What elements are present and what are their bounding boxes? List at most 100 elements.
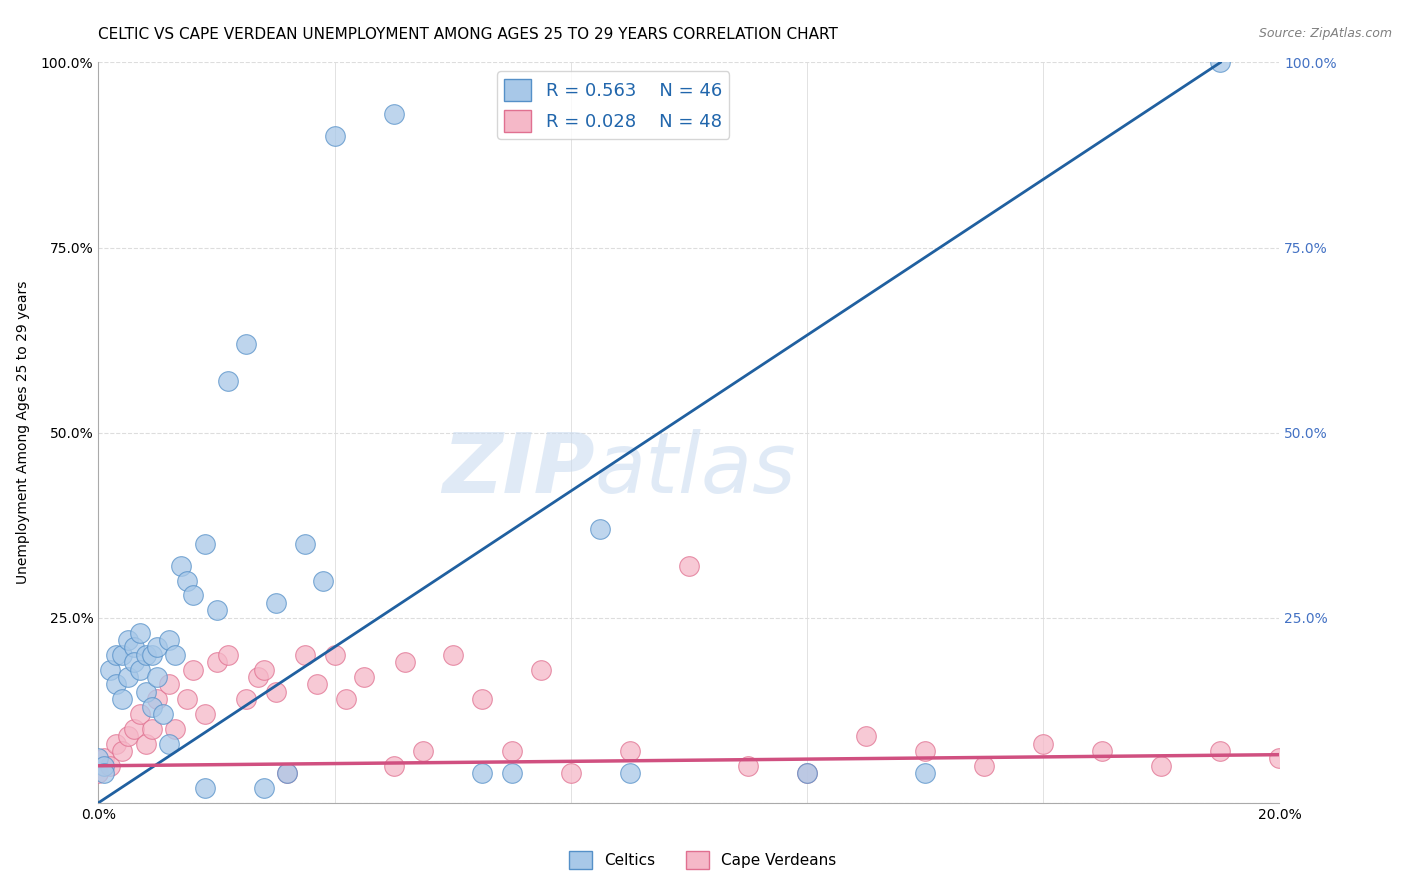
Text: ZIP: ZIP (441, 429, 595, 510)
Point (117, 670, 139, 684)
Point (165, 648, 187, 662)
Point (1150, 758, 1173, 772)
Point (914, 766, 936, 780)
Point (117, 729, 139, 743)
Point (276, 766, 298, 780)
Point (294, 648, 316, 662)
Point (353, 670, 375, 684)
Point (170, 558, 193, 573)
Point (914, 744, 936, 758)
Point (264, 596, 287, 610)
Point (93, 766, 115, 780)
Point (619, 744, 641, 758)
Point (412, 744, 434, 758)
Point (105, 648, 128, 662)
Point (157, 632, 180, 647)
Point (1209, 55, 1232, 70)
Point (253, 780, 276, 795)
Point (264, 685, 287, 699)
Point (1032, 737, 1054, 751)
Point (560, 766, 582, 780)
Point (93, 758, 115, 772)
Point (246, 670, 269, 684)
Point (135, 685, 157, 699)
Point (157, 737, 180, 751)
Point (93, 751, 115, 765)
Point (441, 648, 464, 662)
Point (165, 722, 187, 736)
Point (217, 648, 239, 662)
Point (235, 692, 257, 706)
Point (194, 537, 217, 551)
Point (122, 722, 145, 736)
Point (87, 766, 110, 780)
Point (253, 663, 276, 677)
Y-axis label: Unemployment Among Ages 25 to 29 years: Unemployment Among Ages 25 to 29 years (15, 281, 30, 584)
Point (128, 663, 150, 677)
Text: atlas: atlas (595, 429, 796, 510)
Point (128, 625, 150, 640)
Point (217, 374, 239, 388)
Point (382, 758, 405, 772)
Point (737, 758, 759, 772)
Point (105, 737, 128, 751)
Point (973, 758, 995, 772)
Point (194, 706, 217, 721)
Text: Source: ZipAtlas.com: Source: ZipAtlas.com (1258, 27, 1392, 40)
Text: CELTIC VS CAPE VERDEAN UNEMPLOYMENT AMONG AGES 25 TO 29 YEARS CORRELATION CHART: CELTIC VS CAPE VERDEAN UNEMPLOYMENT AMON… (98, 27, 838, 42)
Point (122, 640, 145, 655)
Point (141, 699, 163, 714)
Point (1268, 751, 1291, 765)
Point (128, 706, 150, 721)
Point (205, 603, 228, 617)
Point (530, 663, 553, 677)
Point (146, 670, 169, 684)
Point (176, 574, 198, 588)
Point (176, 692, 198, 706)
Point (111, 648, 134, 662)
Point (111, 744, 134, 758)
Point (501, 744, 523, 758)
Legend: Celtics, Cape Verdeans: Celtics, Cape Verdeans (564, 845, 842, 875)
Point (323, 648, 346, 662)
Point (98, 663, 121, 677)
Point (394, 655, 416, 669)
Point (205, 655, 228, 669)
Point (678, 558, 700, 573)
Point (1209, 744, 1232, 758)
Point (235, 336, 257, 351)
Point (796, 766, 818, 780)
Point (141, 722, 163, 736)
Point (501, 766, 523, 780)
Point (796, 766, 818, 780)
Point (105, 677, 128, 691)
Point (335, 692, 357, 706)
Point (98, 758, 121, 772)
Point (1091, 744, 1114, 758)
Point (323, 129, 346, 144)
Point (152, 706, 174, 721)
Point (122, 655, 145, 669)
Point (146, 692, 169, 706)
Point (471, 692, 494, 706)
Point (157, 677, 180, 691)
Point (146, 640, 169, 655)
Point (471, 766, 494, 780)
Point (111, 692, 134, 706)
Point (294, 537, 316, 551)
Point (305, 677, 328, 691)
Point (135, 737, 157, 751)
Point (135, 648, 157, 662)
Point (589, 522, 612, 536)
Point (276, 766, 298, 780)
Point (855, 729, 877, 743)
Point (181, 589, 204, 603)
Point (117, 632, 139, 647)
Point (141, 648, 163, 662)
Point (312, 574, 335, 588)
Point (181, 663, 204, 677)
Point (194, 780, 217, 795)
Point (87, 751, 110, 765)
Point (619, 766, 641, 780)
Legend: R = 0.563    N = 46, R = 0.028    N = 48: R = 0.563 N = 46, R = 0.028 N = 48 (498, 71, 730, 139)
